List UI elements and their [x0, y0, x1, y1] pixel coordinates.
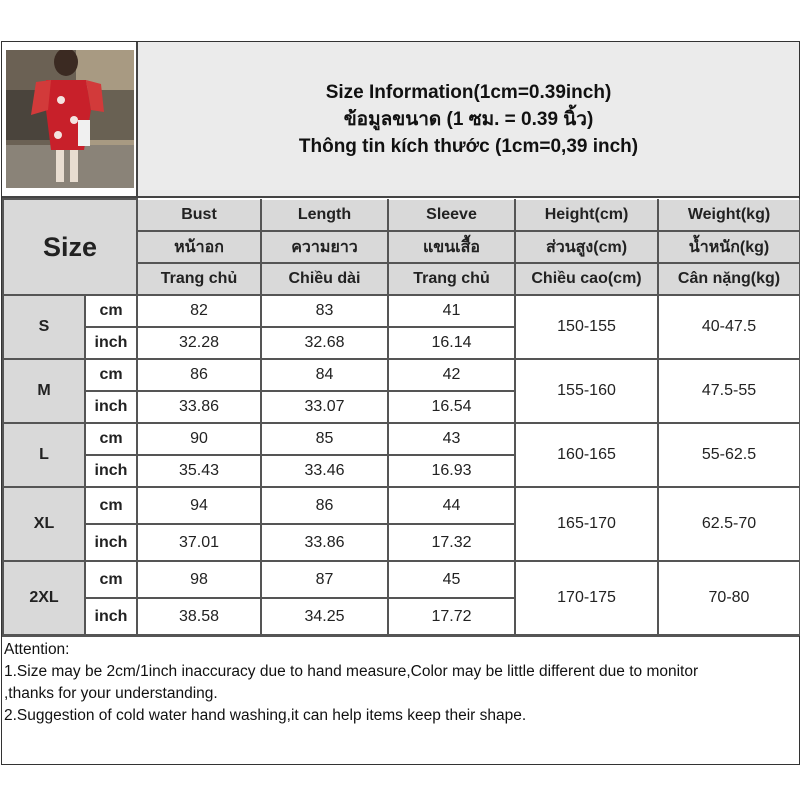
unit-cell: cm	[84, 294, 138, 328]
unit-cell: inch	[84, 390, 138, 424]
col-bust-en: Bust	[136, 198, 262, 232]
height-cell: 160-165	[514, 422, 659, 488]
unit-cell: cm	[84, 486, 138, 525]
height-cell: 170-175	[514, 560, 659, 636]
title-english: Size Information(1cm=0.39inch)	[325, 81, 612, 103]
size-cell: 2XL	[2, 560, 86, 636]
size-cell: L	[2, 422, 86, 488]
weight-cell: 62.5-70	[657, 486, 800, 562]
measure-cell: 86	[260, 486, 389, 525]
height-cell: 150-155	[514, 294, 659, 360]
height-cell: 165-170	[514, 486, 659, 562]
unit-cell: inch	[84, 597, 138, 636]
measure-cell: 16.93	[387, 454, 516, 488]
attention-line: 2.Suggestion of cold water hand washing,…	[4, 707, 527, 724]
measure-cell: 34.25	[260, 597, 389, 636]
col-sleeve-en: Sleeve	[387, 198, 516, 232]
measure-cell: 32.28	[136, 326, 262, 360]
col-weight-vi: Cân nặng(kg)	[657, 262, 800, 296]
size-header: Size	[2, 198, 138, 296]
weight-cell: 47.5-55	[657, 358, 800, 424]
size-cell: M	[2, 358, 86, 424]
measure-cell: 82	[136, 294, 262, 328]
attention-line: ,thanks for your understanding.	[4, 685, 218, 702]
measure-cell: 16.14	[387, 326, 516, 360]
weight-cell: 70-80	[657, 560, 800, 636]
col-length-th: ความยาว	[260, 230, 389, 264]
col-sleeve-vi: Trang chủ	[387, 262, 516, 296]
attention-heading: Attention:	[4, 641, 70, 658]
measure-cell: 85	[260, 422, 389, 456]
measure-cell: 16.54	[387, 390, 516, 424]
col-length-vi: Chiều dài	[260, 262, 389, 296]
weight-cell: 40-47.5	[657, 294, 800, 360]
measure-cell: 35.43	[136, 454, 262, 488]
measure-cell: 43	[387, 422, 516, 456]
table-row: inch 32.28 32.68 16.14	[3, 326, 800, 360]
measure-cell: 37.01	[136, 523, 262, 562]
col-height-en: Height(cm)	[514, 198, 659, 232]
unit-cell: cm	[84, 560, 138, 599]
header-block: Size Information(1cm=0.39inch) ข้อมูลขนา…	[2, 42, 799, 198]
measure-cell: 45	[387, 560, 516, 599]
col-sleeve-th: แขนเสื้อ	[387, 230, 516, 264]
measure-cell: 32.68	[260, 326, 389, 360]
measure-cell: 44	[387, 486, 516, 525]
measure-cell: 38.58	[136, 597, 262, 636]
measure-cell: 17.32	[387, 523, 516, 562]
dress-photo-image	[6, 50, 134, 188]
table-row: inch 35.43 33.46 16.93	[3, 454, 800, 488]
unit-cell: cm	[84, 422, 138, 456]
measure-cell: 42	[387, 358, 516, 392]
measure-cell: 94	[136, 486, 262, 525]
measure-cell: 87	[260, 560, 389, 599]
unit-cell: inch	[84, 326, 138, 360]
col-weight-th: น้ำหนัก(kg)	[657, 230, 800, 264]
table-row: inch 33.86 33.07 16.54	[3, 390, 800, 424]
unit-cell: inch	[84, 454, 138, 488]
col-weight-en: Weight(kg)	[657, 198, 800, 232]
attention-line: 1.Size may be 2cm/1inch inaccuracy due t…	[4, 663, 699, 680]
table-row: inch 37.01 33.86 17.32	[3, 523, 800, 562]
measure-cell: 41	[387, 294, 516, 328]
col-length-en: Length	[260, 198, 389, 232]
size-chart: Size Information(1cm=0.39inch) ข้อมูลขนา…	[1, 41, 800, 765]
measure-cell: 83	[260, 294, 389, 328]
measure-cell: 98	[136, 560, 262, 599]
col-bust-th: หน้าอก	[136, 230, 262, 264]
col-bust-vi: Trang chủ	[136, 262, 262, 296]
height-cell: 155-160	[514, 358, 659, 424]
table-row: XL cm 94 86 44 165-170 62.5-70	[2, 486, 800, 562]
table-row: inch 38.58 34.25 17.72	[3, 597, 800, 636]
unit-cell: inch	[84, 523, 138, 562]
size-cell: XL	[2, 486, 86, 562]
measure-cell: 33.86	[136, 390, 262, 424]
measure-cell: 90	[136, 422, 262, 456]
size-cell: S	[2, 294, 86, 360]
table-row: 2XL cm 98 87 45 170-175 70-80	[2, 560, 800, 636]
size-information-title: Size Information(1cm=0.39inch) ข้อมูลขนา…	[138, 42, 799, 196]
col-height-vi: Chiều cao(cm)	[514, 262, 659, 296]
measure-cell: 33.86	[260, 523, 389, 562]
title-thai: ข้อมูลขนาด (1 ซม. = 0.39 นิ้ว)	[343, 108, 594, 130]
unit-cell: cm	[84, 358, 138, 392]
size-table: Size Bust Length Sleeve Height(cm) Weigh…	[2, 198, 800, 636]
measure-cell: 33.07	[260, 390, 389, 424]
measure-cell: 33.46	[260, 454, 389, 488]
attention-notes: Attention: 1.Size may be 2cm/1inch inacc…	[2, 636, 799, 764]
measure-cell: 17.72	[387, 597, 516, 636]
measure-cell: 84	[260, 358, 389, 392]
col-height-th: ส่วนสูง(cm)	[514, 230, 659, 264]
product-photo	[2, 42, 138, 196]
title-vietnamese: Thông tin kích thước (1cm=0,39 inch)	[298, 135, 639, 157]
measure-cell: 86	[136, 358, 262, 392]
weight-cell: 55-62.5	[657, 422, 800, 488]
